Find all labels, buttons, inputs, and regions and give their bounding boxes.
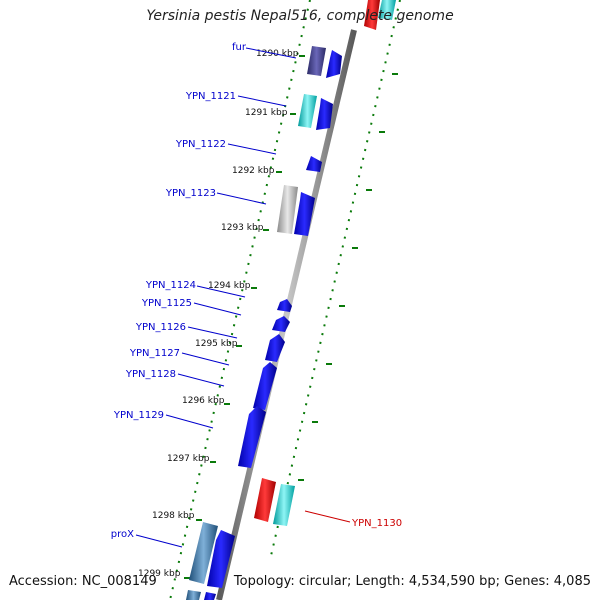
feature-fur-purple [307,46,326,76]
genome-summary: Topology: circular; Length: 4,534,590 bp… [233,574,591,589]
label-leaders [135,47,351,548]
scale-label: 1294 kbp [208,281,251,291]
scale-label: 1291 kbp [245,108,288,118]
feature-ypn1121-cyan [298,94,317,128]
gene-label-ypn-1130[interactable]: YPN_1130 [351,518,402,529]
gene-label-ypn-1123[interactable]: YPN_1123 [165,188,216,199]
gene-labels: fur YPN_1121 YPN_1122 YPN_1123 YPN_1124 … [111,42,402,540]
gene-label-ypn-1127[interactable]: YPN_1127 [129,348,180,359]
gene-label-ypn-1125[interactable]: YPN_1125 [141,298,192,309]
gene-label-ypn-1128[interactable]: YPN_1128 [125,369,176,380]
gene-label-ypn-1126[interactable]: YPN_1126 [135,322,186,333]
tick-track-inner [169,0,311,601]
gene-label-prox[interactable]: proX [111,529,134,540]
scale-label: 1292 kbp [232,166,275,176]
feature-bottom-cds [204,592,216,600]
feature-bottom-steel [186,590,201,600]
gene-label-ypn-1124[interactable]: YPN_1124 [145,280,196,291]
scale-labels: 1290 kbp 1291 kbp 1292 kbp 1293 kbp 1294… [138,49,299,579]
gene-label-fur[interactable]: fur [232,42,247,53]
feature-prox-steel [189,522,218,584]
scale-label: 1297 kbp [167,454,210,464]
feature-ypn1121-cds [316,98,333,130]
feature-prox-cds [207,530,235,588]
gene-label-ypn-1121[interactable]: YPN_1121 [185,91,236,102]
feature-ypn1124-cds [277,299,292,312]
map-title: Yersinia pestis Nepal516, complete genom… [146,8,454,24]
feature-ypn1126-cds [265,334,285,362]
major-ticks [184,55,398,579]
gene-label-ypn-1129[interactable]: YPN_1129 [113,410,164,421]
feature-ypn1130-red [254,478,276,522]
scale-label: 1298 kbp [152,511,195,521]
scale-label: 1295 kbp [195,339,238,349]
feature-top-cyan [378,0,396,20]
feature-ypn1127-cds [253,362,277,410]
genome-backbone [216,29,357,601]
scale-label: 1293 kbp [221,223,264,233]
feature-ypn1125-cds [272,316,290,332]
gene-label-ypn-1122[interactable]: YPN_1122 [175,139,226,150]
tick-track-outer [269,0,401,561]
feature-ypn1130-cyan [273,484,295,526]
feature-ypn1122-cds [306,156,322,172]
feature-top-red [364,0,380,30]
feature-ypn1123-cds [294,192,315,236]
scale-label: 1299 kbp [138,569,181,579]
accession-label: Accession: NC_008149 [9,574,157,589]
feature-ypn1128-cds [238,406,266,468]
feature-fur-cds [326,50,342,78]
feature-ypn1123-grey [277,185,298,234]
scale-label: 1296 kbp [182,396,225,406]
